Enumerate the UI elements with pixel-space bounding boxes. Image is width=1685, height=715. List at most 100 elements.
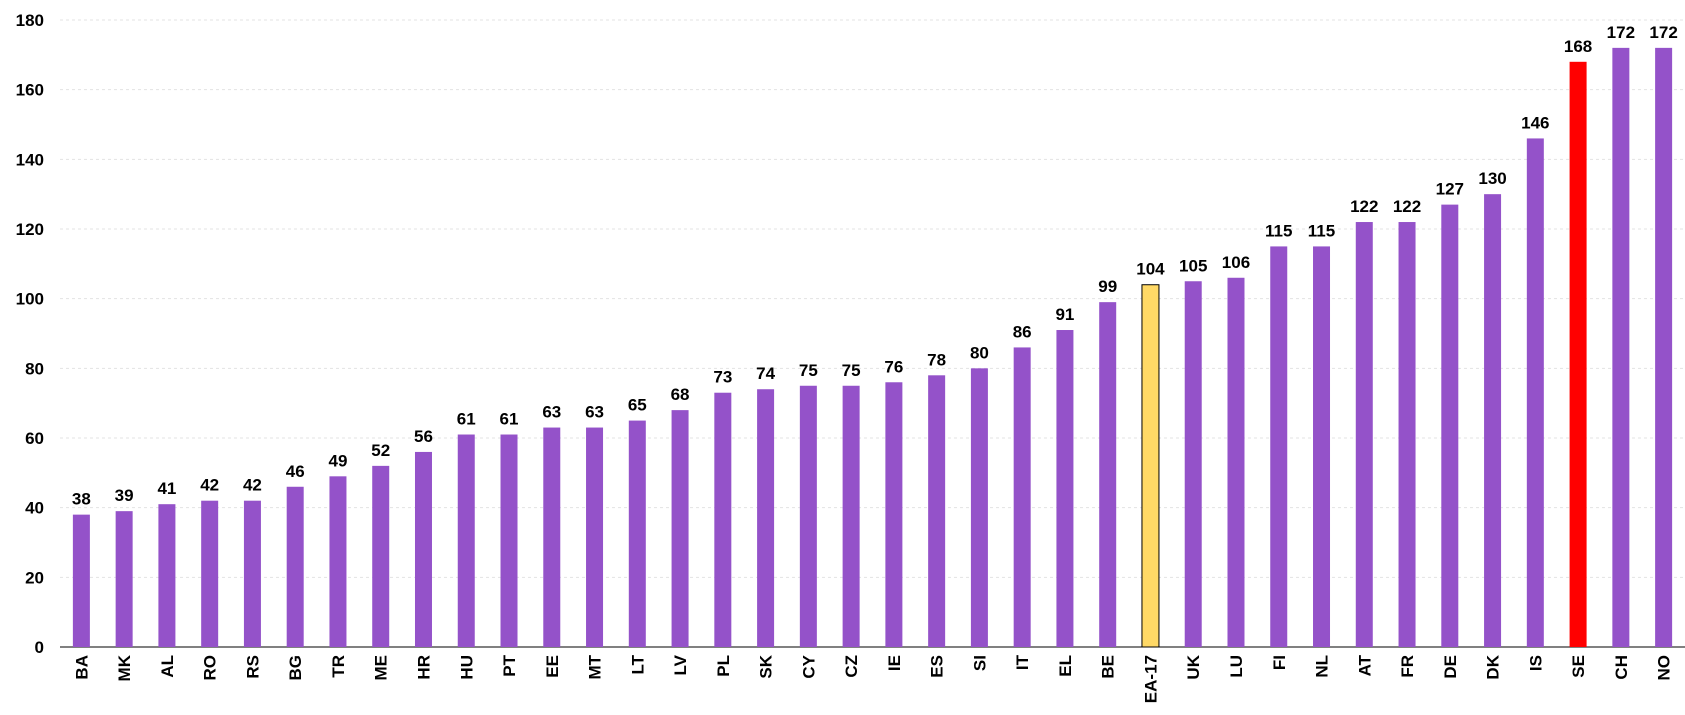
value-label: 75 bbox=[842, 361, 861, 380]
x-tick-label: EE bbox=[543, 655, 562, 678]
value-label: 61 bbox=[457, 410, 476, 429]
bar bbox=[158, 504, 176, 647]
value-label: 42 bbox=[243, 476, 262, 495]
bar bbox=[1655, 47, 1673, 648]
value-label: 115 bbox=[1308, 221, 1335, 240]
bar bbox=[457, 434, 475, 647]
value-label: 99 bbox=[1098, 277, 1117, 296]
x-tick-label: LV bbox=[671, 654, 690, 675]
x-tick-label: FI bbox=[1270, 655, 1289, 670]
bar bbox=[1013, 347, 1031, 647]
value-label: 122 bbox=[1350, 197, 1378, 216]
x-tick-label: SI bbox=[970, 655, 989, 671]
value-label: 63 bbox=[542, 403, 561, 422]
bar bbox=[628, 420, 646, 647]
value-label: 61 bbox=[500, 410, 519, 429]
value-label: 65 bbox=[628, 396, 647, 415]
x-tick-label: NL bbox=[1313, 655, 1332, 678]
value-label: 73 bbox=[713, 368, 732, 387]
x-tick-label: SK bbox=[757, 654, 776, 678]
x-tick-label: MK bbox=[115, 654, 134, 681]
bar bbox=[1398, 222, 1416, 648]
bar bbox=[543, 427, 561, 647]
bar bbox=[243, 500, 261, 647]
bar bbox=[500, 434, 518, 647]
value-label: 52 bbox=[371, 441, 390, 460]
bar bbox=[286, 486, 304, 647]
value-label: 42 bbox=[200, 476, 219, 495]
x-tick-label: NO bbox=[1655, 655, 1674, 681]
y-tick-label: 100 bbox=[16, 290, 44, 309]
value-label: 172 bbox=[1649, 23, 1677, 42]
x-tick-label: MT bbox=[586, 654, 605, 679]
bar bbox=[1355, 222, 1373, 648]
bar bbox=[414, 451, 432, 647]
bar bbox=[72, 514, 90, 647]
y-tick-label: 60 bbox=[25, 429, 44, 448]
value-label: 86 bbox=[1013, 322, 1032, 341]
bar bbox=[1484, 194, 1502, 647]
x-tick-label: PL bbox=[714, 655, 733, 677]
bar bbox=[1569, 61, 1587, 648]
x-tick-label: SE bbox=[1569, 655, 1588, 678]
bar bbox=[757, 389, 775, 647]
x-tick-label: BG bbox=[286, 655, 305, 681]
bar bbox=[329, 476, 347, 647]
value-label: 104 bbox=[1136, 260, 1165, 279]
value-label: 74 bbox=[756, 364, 775, 383]
bar bbox=[842, 385, 860, 647]
x-tick-label: AL bbox=[158, 655, 177, 678]
bar bbox=[201, 500, 219, 647]
x-tick-label: RS bbox=[243, 655, 262, 679]
x-tick-label: CY bbox=[799, 654, 818, 678]
value-label: 106 bbox=[1222, 253, 1250, 272]
x-tick-label: FR bbox=[1398, 655, 1417, 678]
bar bbox=[115, 511, 133, 647]
x-tick-label: ES bbox=[928, 655, 947, 678]
value-label: 39 bbox=[115, 486, 134, 505]
x-tick-label: ME bbox=[372, 655, 391, 681]
x-tick-label: CZ bbox=[842, 655, 861, 678]
value-label: 76 bbox=[884, 357, 903, 376]
value-label: 63 bbox=[585, 403, 604, 422]
x-tick-label: TR bbox=[329, 655, 348, 678]
x-tick-label: HR bbox=[414, 655, 433, 680]
bar bbox=[1313, 246, 1331, 647]
value-label: 75 bbox=[799, 361, 818, 380]
value-label: 49 bbox=[328, 451, 347, 470]
x-tick-label: CH bbox=[1612, 655, 1631, 680]
y-tick-label: 120 bbox=[16, 220, 44, 239]
value-label: 127 bbox=[1436, 180, 1464, 199]
y-tick-label: 40 bbox=[25, 499, 44, 518]
bar bbox=[885, 382, 903, 647]
x-tick-label: LU bbox=[1227, 655, 1246, 678]
x-tick-label: IE bbox=[885, 655, 904, 671]
bar bbox=[1612, 47, 1630, 648]
bar bbox=[586, 427, 604, 647]
value-label: 68 bbox=[671, 385, 690, 404]
value-label: 78 bbox=[927, 350, 946, 369]
bar bbox=[1227, 277, 1245, 647]
value-label: 38 bbox=[72, 490, 91, 509]
bar bbox=[372, 465, 390, 647]
bar bbox=[928, 375, 946, 647]
value-label: 80 bbox=[970, 343, 989, 362]
value-label: 105 bbox=[1179, 256, 1207, 275]
x-tick-label: DK bbox=[1484, 654, 1503, 679]
bar bbox=[1441, 204, 1459, 647]
value-label: 122 bbox=[1393, 197, 1421, 216]
x-tick-label: EA-17 bbox=[1141, 655, 1160, 703]
bar bbox=[1184, 281, 1202, 647]
bar bbox=[1056, 330, 1074, 647]
bar bbox=[714, 392, 732, 647]
y-tick-label: 140 bbox=[16, 150, 44, 169]
value-label: 115 bbox=[1265, 221, 1292, 240]
value-label: 168 bbox=[1564, 37, 1592, 56]
x-tick-label: UK bbox=[1184, 654, 1203, 679]
x-tick-label: PT bbox=[500, 654, 519, 676]
value-label: 56 bbox=[414, 427, 433, 446]
value-label: 46 bbox=[286, 462, 305, 481]
value-label: 172 bbox=[1607, 23, 1635, 42]
x-tick-label: IT bbox=[1013, 654, 1032, 670]
value-label: 91 bbox=[1055, 305, 1074, 324]
